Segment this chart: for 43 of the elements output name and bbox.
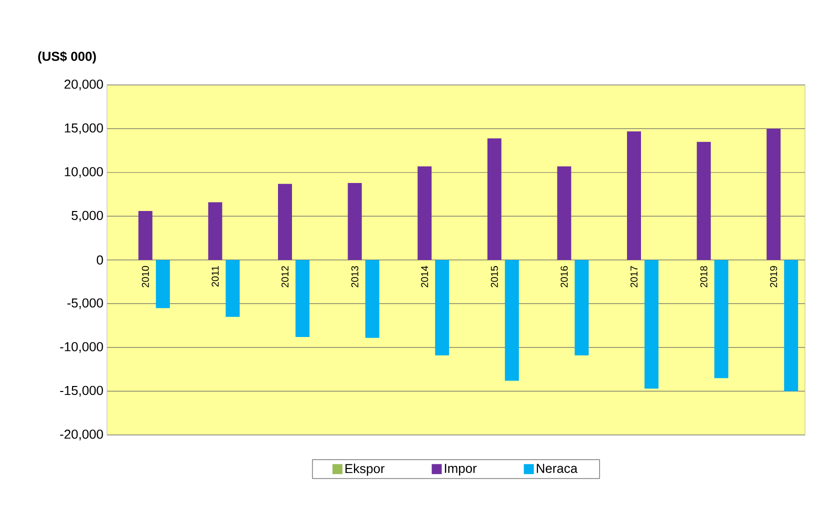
- x-tick-label: 2019: [770, 266, 778, 288]
- bar: [418, 166, 432, 260]
- bar: [504, 260, 519, 381]
- bar: [278, 184, 292, 260]
- y-tick-label: -20,000: [60, 430, 103, 440]
- x-tick-label: 2015: [490, 266, 498, 288]
- y-tick-label: 20,000: [64, 80, 103, 90]
- bar: [784, 260, 798, 392]
- y-tick-label: 5,000: [72, 210, 103, 222]
- bar: [557, 166, 572, 260]
- bar: [226, 260, 240, 317]
- bar: [487, 138, 502, 260]
- x-tick-label: 2010: [142, 266, 149, 288]
- bar: [714, 260, 728, 378]
- x-tick-label: 2014: [421, 266, 428, 288]
- bar: [348, 182, 362, 260]
- x-tick-label: 2013: [351, 266, 358, 288]
- bar: [435, 260, 450, 356]
- bar: [208, 202, 222, 260]
- bar: [627, 131, 641, 260]
- y-tick-label: 0: [96, 255, 103, 265]
- y-tick-label: -5,000: [67, 298, 103, 310]
- chart-title: (US$ 000): [38, 51, 96, 64]
- x-tick-label: 2018: [700, 266, 708, 288]
- bar: [644, 260, 658, 389]
- y-tick-label: -15,000: [60, 386, 103, 397]
- bar: [138, 210, 152, 260]
- bar: [156, 260, 170, 308]
- legend-label: Ekspor: [346, 464, 385, 476]
- x-tick-label: 2011: [212, 266, 219, 287]
- y-tick-label: 10,000: [64, 167, 103, 178]
- bar: [296, 260, 310, 337]
- x-tick-label: 2012: [281, 266, 289, 288]
- legend-label: Neraca: [536, 464, 578, 473]
- bar: [766, 128, 781, 260]
- x-tick-label: 2016: [560, 266, 568, 288]
- bar: [365, 260, 380, 338]
- y-tick-label: -10,000: [60, 342, 103, 353]
- legend-label: Impor: [444, 464, 477, 476]
- bar: [574, 260, 589, 356]
- x-tick-label: 2017: [630, 266, 638, 288]
- bar: [696, 142, 711, 260]
- y-tick-label: 15,000: [64, 123, 103, 134]
